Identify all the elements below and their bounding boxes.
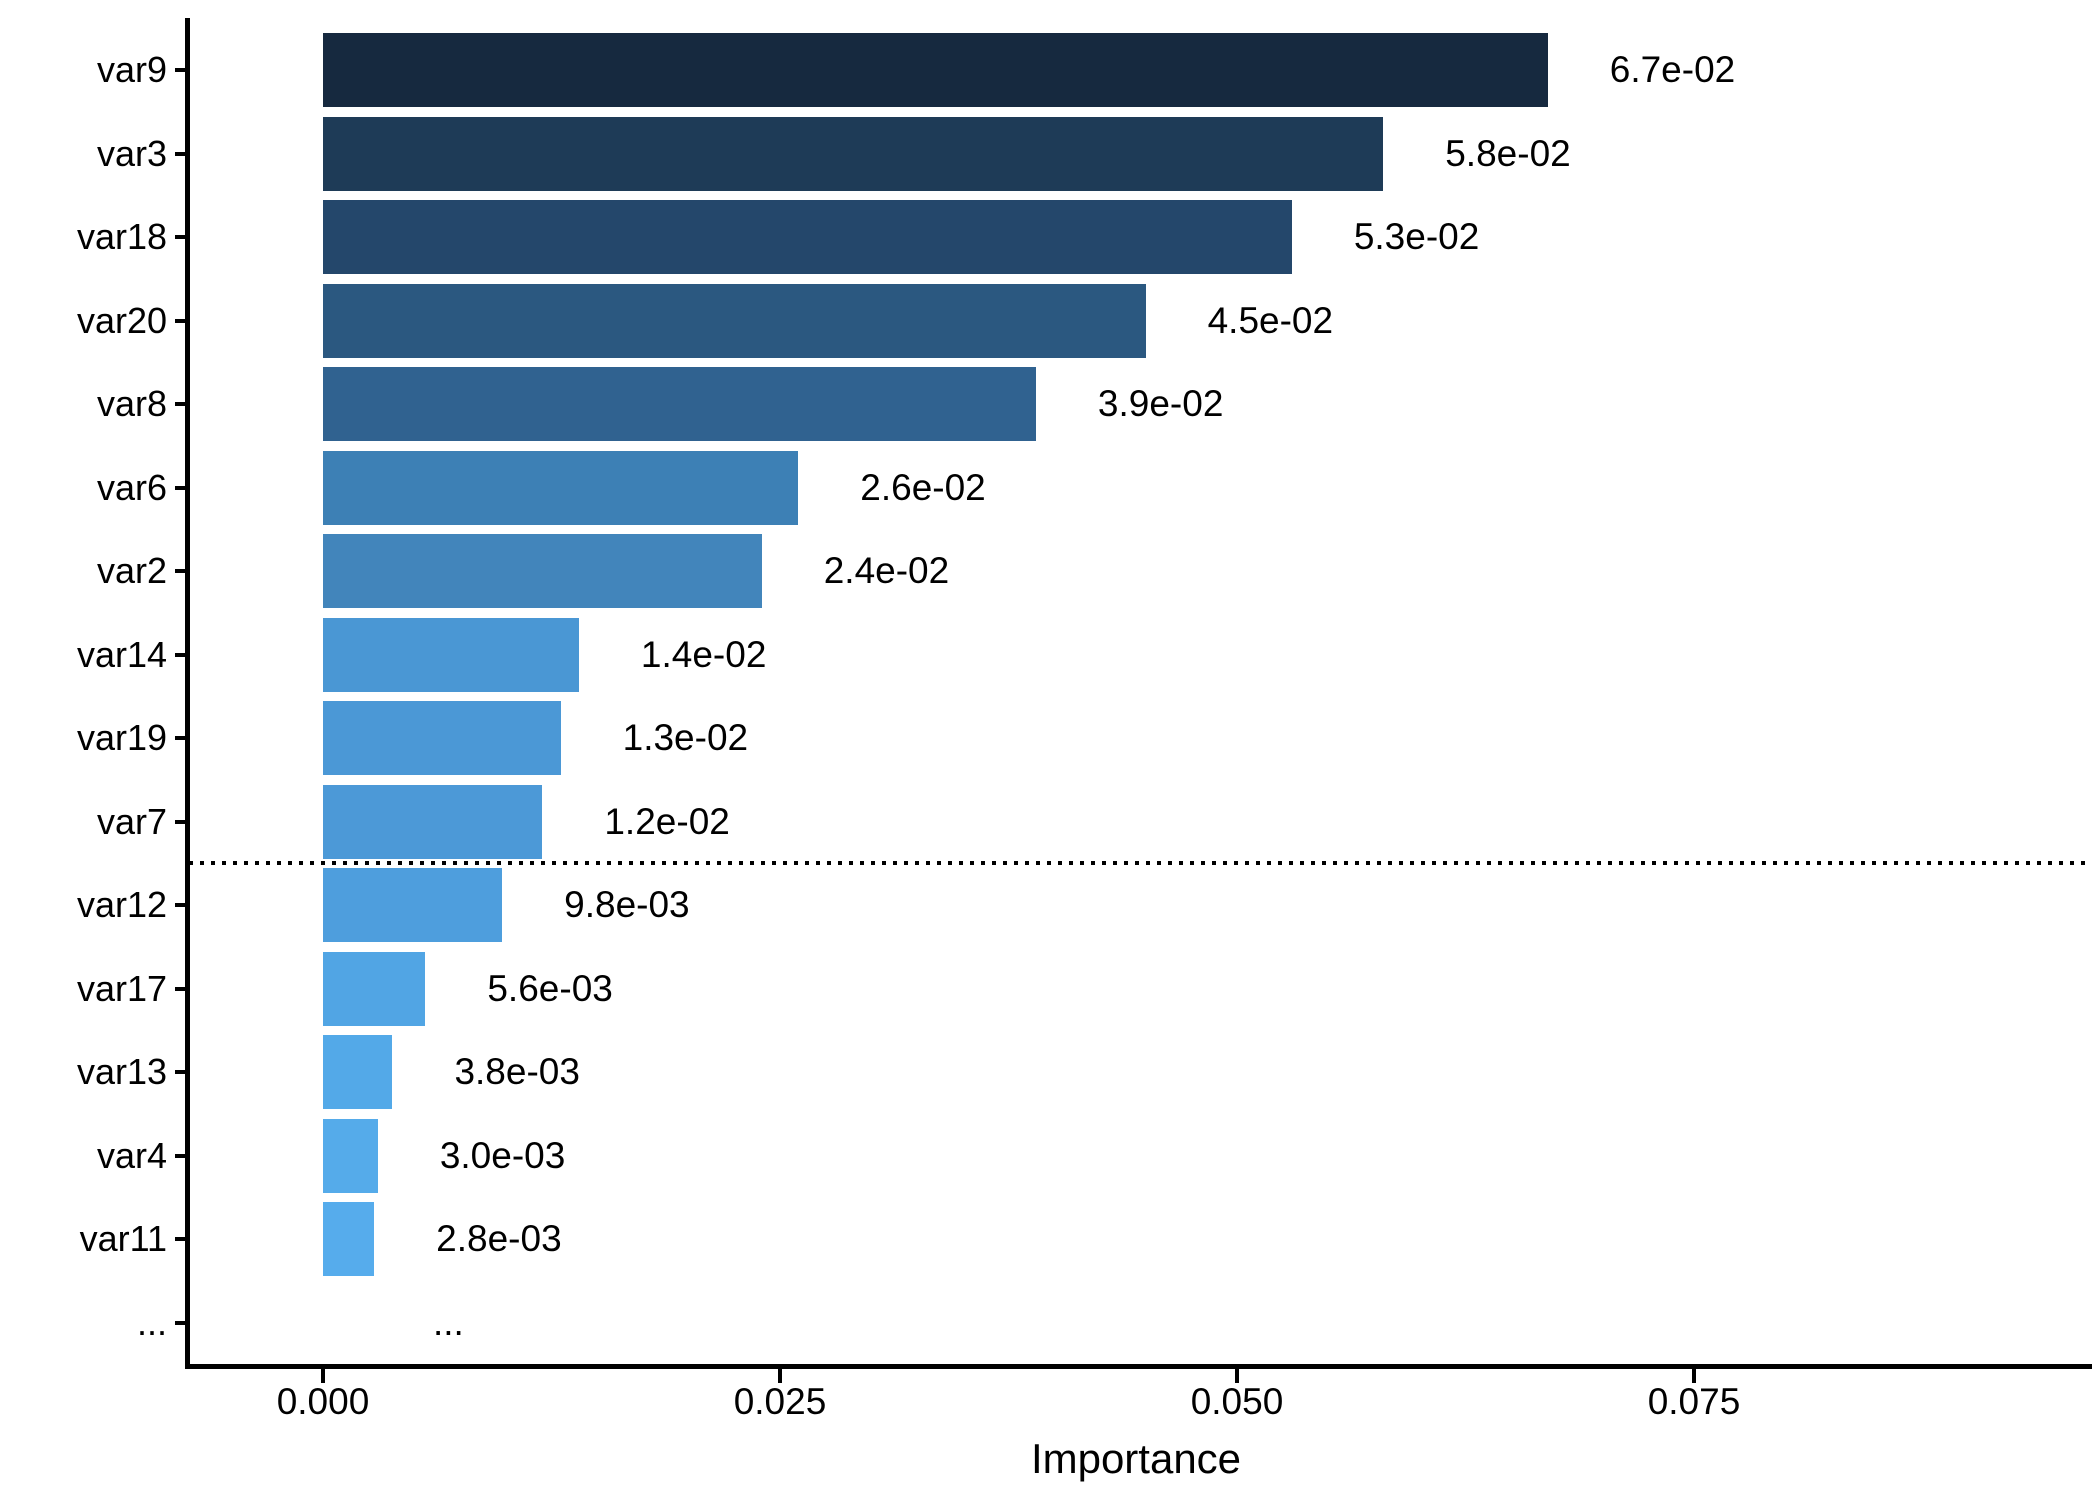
bar-value-label-var20: 4.5e-02: [1207, 299, 1334, 341]
y-tick-mark: [175, 819, 188, 824]
bar-var11: [323, 1202, 375, 1276]
x-axis-line: [185, 1364, 2092, 1369]
y-axis-label-var19: var19: [76, 717, 167, 758]
bar-value-label-var2: 2.4e-02: [823, 550, 950, 591]
y-tick-mark: [175, 235, 188, 239]
x-tick-mark: [321, 1369, 325, 1383]
y-tick-mark: [175, 1153, 188, 1158]
bar-value-label-var7: 1.2e-02: [604, 800, 730, 842]
y-axis-label-var13: var13: [76, 1051, 167, 1092]
bar-var13: [323, 1035, 393, 1109]
y-tick-mark: [175, 151, 188, 156]
bar-var14: [323, 617, 579, 692]
y-axis-line: [185, 18, 190, 1368]
y-tick-mark: [175, 1237, 188, 1241]
y-tick-mark: [175, 652, 188, 657]
bar-value-label-var8: 3.9e-02: [1097, 383, 1224, 424]
bar-var9: [323, 33, 1548, 107]
y-axis-label-var17: var17: [76, 967, 167, 1009]
bar-value-label-var13: 3.8e-03: [454, 1051, 580, 1092]
bar-var19: [323, 701, 561, 775]
y-axis-label-dotsdotsdots: ...: [136, 1301, 167, 1343]
x-axis-title: Importance: [1030, 1435, 1242, 1482]
x-tick-label: 0.000: [276, 1381, 370, 1422]
y-axis-label-var12: var12: [76, 884, 167, 925]
x-tick-label: 0.025: [733, 1381, 827, 1422]
bar-var7: [323, 784, 543, 859]
bar-var17: [323, 951, 426, 1026]
y-axis-label-var8: var8: [96, 383, 167, 424]
y-axis-label-var11: var11: [79, 1218, 167, 1259]
bar-var18: [323, 200, 1292, 274]
x-tick-mark: [1692, 1369, 1696, 1383]
bar-value-label-var12: 9.8e-03: [564, 884, 690, 925]
y-axis-label-var6: var6: [96, 466, 167, 508]
x-tick-label: 0.050: [1190, 1381, 1284, 1422]
y-tick-mark: [175, 1070, 188, 1074]
y-tick-mark: [175, 402, 188, 406]
y-axis-label-var3: var3: [96, 132, 167, 174]
y-axis-label-var4: var4: [96, 1134, 167, 1176]
bar-value-label-var9: 6.7e-02: [1609, 49, 1736, 90]
y-tick-mark: [175, 569, 188, 573]
threshold-dotted-line: [189, 861, 2092, 865]
bar-var4: [323, 1118, 378, 1193]
y-tick-mark: [175, 986, 188, 991]
bar-var12: [323, 868, 503, 942]
y-axis-label-var7: var7: [96, 800, 167, 842]
bar-value-label-var4: 3.0e-03: [439, 1134, 566, 1176]
bar-var8: [323, 367, 1036, 441]
bar-value-label-var14: 1.4e-02: [640, 633, 767, 675]
x-tick-mark: [1235, 1369, 1239, 1383]
y-tick-mark: [175, 736, 188, 740]
bar-value-label-var17: 5.6e-03: [487, 967, 613, 1009]
bar-var2: [323, 534, 762, 608]
bar-var20: [323, 283, 1146, 358]
y-axis-label-var9: var9: [96, 49, 167, 90]
y-tick-mark: [175, 68, 188, 72]
bar-value-label-var11: 2.8e-03: [436, 1218, 562, 1259]
y-tick-mark: [175, 1320, 188, 1325]
bar-value-label-var18: 5.3e-02: [1353, 216, 1480, 257]
x-tick-mark: [778, 1369, 782, 1383]
y-axis-label-var2: var2: [96, 550, 167, 591]
x-tick-label: 0.075: [1647, 1381, 1741, 1422]
y-tick-mark: [175, 903, 188, 907]
bar-value-label-var19: 1.3e-02: [622, 717, 749, 758]
y-tick-mark: [175, 318, 188, 323]
y-tick-mark: [175, 485, 188, 490]
bar-var6: [323, 450, 799, 525]
bar-value-label-var6: 2.6e-02: [860, 466, 986, 508]
y-axis-label-var14: var14: [76, 633, 167, 675]
bar-value-label-var3: 5.8e-02: [1445, 132, 1571, 174]
y-axis-label-var18: var18: [76, 216, 167, 257]
bar-var3: [323, 116, 1384, 191]
bar-value-label-dotsdotsdots: ...: [433, 1301, 464, 1343]
y-axis-label-var20: var20: [76, 299, 167, 341]
